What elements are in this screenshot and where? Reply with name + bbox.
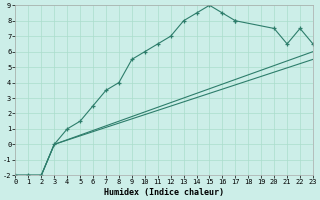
X-axis label: Humidex (Indice chaleur): Humidex (Indice chaleur) [104,188,224,197]
